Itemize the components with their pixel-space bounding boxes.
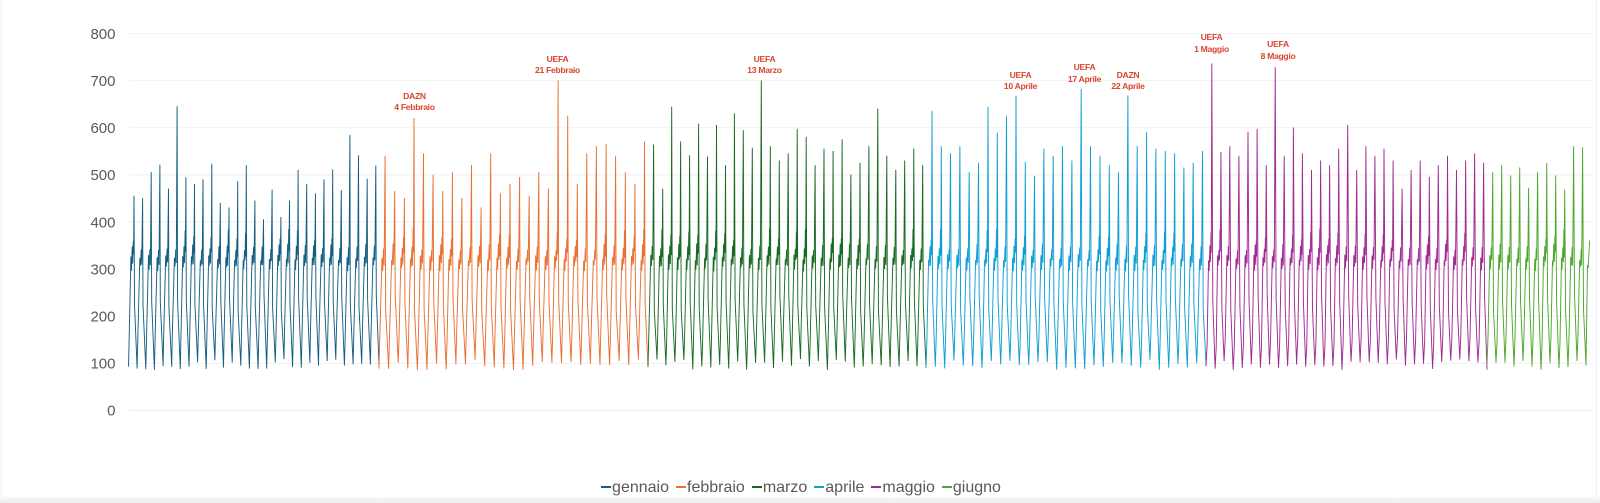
svg-text:100: 100 xyxy=(90,356,115,373)
svg-text:800: 800 xyxy=(90,26,115,43)
svg-text:500: 500 xyxy=(90,167,115,184)
svg-text:300: 300 xyxy=(90,261,115,278)
svg-text:0: 0 xyxy=(107,403,115,420)
svg-text:600: 600 xyxy=(90,120,115,137)
svg-text:200: 200 xyxy=(90,309,115,326)
svg-text:700: 700 xyxy=(90,73,115,90)
svg-text:400: 400 xyxy=(90,214,115,231)
